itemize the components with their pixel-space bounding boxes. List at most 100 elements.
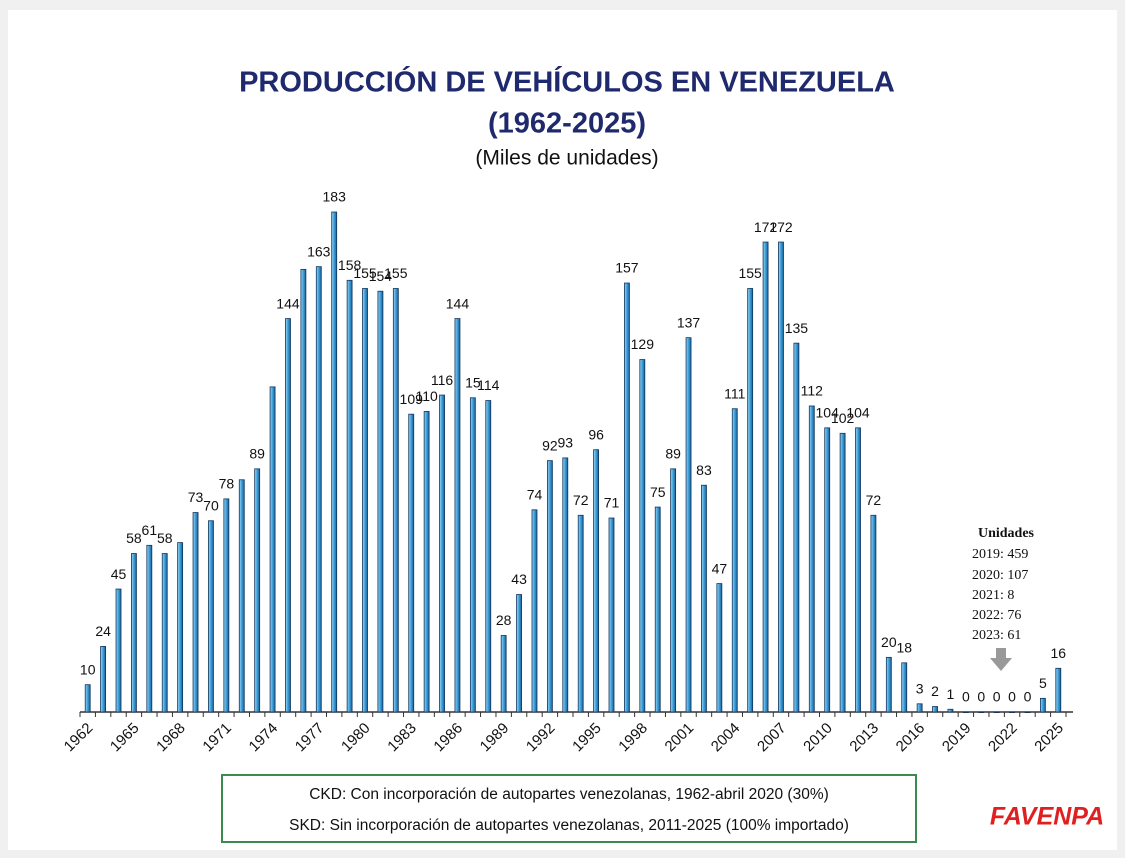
value-label: 43: [511, 571, 527, 587]
bar: [1024, 711, 1031, 714]
value-label: 15: [465, 374, 481, 390]
bar: [855, 427, 861, 713]
value-label: 58: [157, 530, 173, 546]
annotation-line: 2020: 107: [972, 568, 1028, 583]
bar: [177, 542, 184, 713]
value-label: 109: [400, 391, 424, 407]
value-label: 74: [527, 487, 543, 503]
value-label: 172: [769, 219, 793, 235]
value-label: 2: [931, 683, 939, 699]
bar: [824, 427, 831, 713]
bar: [993, 711, 1000, 714]
legend-note: CKD: Con incorporación de autopartes ven…: [309, 786, 829, 803]
annotation-line: 2019: 459: [972, 547, 1028, 562]
annotation-line: 2023: 61: [972, 628, 1021, 643]
bar: [1039, 697, 1046, 713]
chart-title-line2: (1962-2025): [488, 108, 646, 140]
value-label: 47: [712, 560, 728, 576]
bar: [747, 288, 754, 713]
value-label: 114: [477, 377, 500, 393]
logo: FAVENPA: [990, 803, 1104, 831]
bar: [454, 318, 461, 713]
bar: [932, 706, 938, 713]
bar: [978, 711, 985, 714]
value-label: 45: [111, 566, 127, 582]
value-label: 0: [962, 689, 970, 705]
bar: [701, 484, 707, 713]
bar: [624, 282, 630, 713]
value-label: 24: [95, 623, 111, 639]
value-label: 70: [203, 497, 219, 513]
value-label: 104: [846, 405, 870, 421]
value-label: 137: [677, 314, 701, 330]
subtitle: (Miles de unidades): [475, 147, 658, 170]
annotation: Unidades 2019: 459 2020: 107 2021: 8 202…: [972, 526, 1035, 643]
bar: [716, 583, 723, 713]
value-label: 104: [816, 405, 840, 421]
bar: [161, 553, 168, 713]
value-label: 112: [801, 383, 824, 399]
bar: [962, 711, 969, 714]
bar: [485, 400, 492, 713]
bar: [362, 288, 368, 713]
bar: [100, 646, 107, 713]
value-label: 155: [384, 265, 408, 281]
bar: [192, 512, 199, 713]
value-label: 18: [896, 640, 912, 656]
bar: [639, 359, 646, 713]
value-label: 5: [1039, 675, 1047, 691]
bar: [238, 479, 245, 713]
value-label: 183: [323, 189, 347, 205]
bar: [500, 635, 507, 713]
bar: [285, 318, 291, 713]
bar: [685, 337, 692, 713]
value-label: 0: [1008, 689, 1016, 705]
value-label: 144: [446, 295, 470, 311]
value-label: 10: [80, 661, 96, 677]
value-label: 16: [1051, 645, 1067, 661]
bar: [315, 266, 322, 713]
bar: [608, 517, 615, 713]
bar: [115, 588, 122, 713]
bar: [423, 411, 430, 713]
value-label: 71: [604, 495, 620, 511]
value-label: 155: [353, 265, 377, 281]
value-label: 0: [1024, 689, 1032, 705]
bar: [916, 703, 923, 713]
value-label: 158: [338, 257, 362, 273]
value-label: 157: [615, 260, 639, 276]
bar: [223, 498, 230, 713]
value-label: 75: [650, 484, 666, 500]
value-label: 72: [573, 492, 589, 508]
value-label: 78: [219, 476, 235, 492]
value-label: 72: [866, 492, 882, 508]
value-label: 172: [754, 219, 778, 235]
value-label: 154: [369, 268, 393, 284]
bar: [84, 684, 91, 713]
bar: [839, 432, 846, 713]
bar: [208, 520, 214, 713]
value-label: 58: [126, 530, 142, 546]
annotation-line: 2022: 76: [972, 608, 1021, 623]
bar: [670, 468, 677, 713]
bar: [408, 413, 415, 713]
value-label: 116: [431, 372, 454, 388]
value-label: 92: [542, 437, 558, 453]
bar: [1009, 711, 1015, 714]
value-label: 163: [307, 243, 331, 259]
bar: [593, 449, 600, 713]
bar: [269, 386, 276, 713]
bar: [778, 241, 784, 713]
chart-title: PRODUCCIÓN DE VEHÍCULOS EN VENEZUELA: [239, 65, 895, 99]
bar: [577, 514, 584, 713]
legend-note: SKD: Sin incorporación de autopartes ven…: [289, 817, 849, 834]
bar: [562, 457, 569, 713]
bar: [131, 553, 137, 713]
bar: [300, 268, 307, 713]
bar: [808, 405, 815, 713]
bar: [254, 468, 261, 713]
value-label: 102: [831, 410, 855, 426]
bar: [901, 662, 908, 713]
annotation-title: Unidades: [978, 526, 1035, 541]
